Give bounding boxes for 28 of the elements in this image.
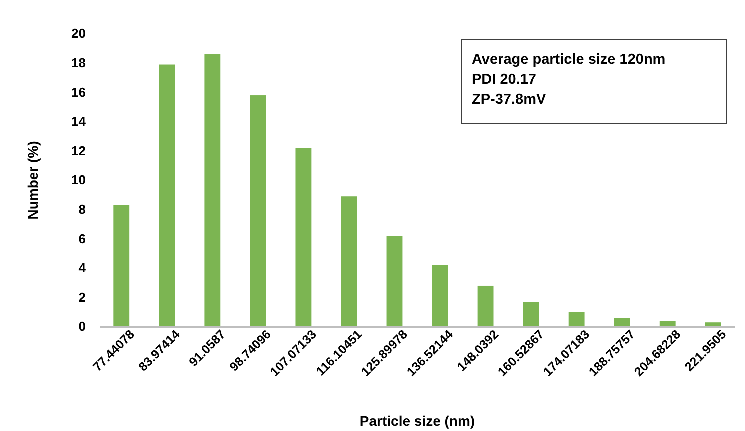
annotation: PDI 20.17	[472, 72, 536, 88]
y-tick-label: 10	[72, 172, 86, 188]
y-tick-label: 14	[72, 114, 87, 130]
bar	[296, 148, 312, 327]
y-tick-label: 0	[78, 319, 86, 334]
y-tick-label: 20	[72, 26, 86, 42]
x-axis-title: Particle size (nm)	[360, 413, 476, 429]
bar	[523, 302, 540, 327]
y-tick-label: 18	[72, 55, 86, 70]
bar	[614, 318, 630, 327]
annotation: Average particle size 120nm	[472, 52, 666, 68]
y-tick-label: 12	[72, 143, 86, 158]
bar	[341, 196, 358, 327]
bar	[250, 96, 266, 327]
bar	[159, 64, 176, 327]
y-tick-label: 8	[78, 202, 86, 217]
bar	[386, 236, 403, 327]
y-tick-label: 16	[72, 84, 86, 100]
bar	[204, 54, 221, 327]
bar	[478, 286, 494, 327]
y-axis-title: Number (%)	[25, 141, 41, 220]
y-tick-label: 2	[78, 290, 86, 305]
bar	[114, 205, 130, 327]
bar	[568, 312, 585, 327]
y-tick-label: 4	[78, 260, 87, 276]
y-tick-label: 6	[78, 231, 86, 246]
annotation: ZP-37.8mV	[472, 92, 546, 108]
bar	[432, 265, 448, 327]
